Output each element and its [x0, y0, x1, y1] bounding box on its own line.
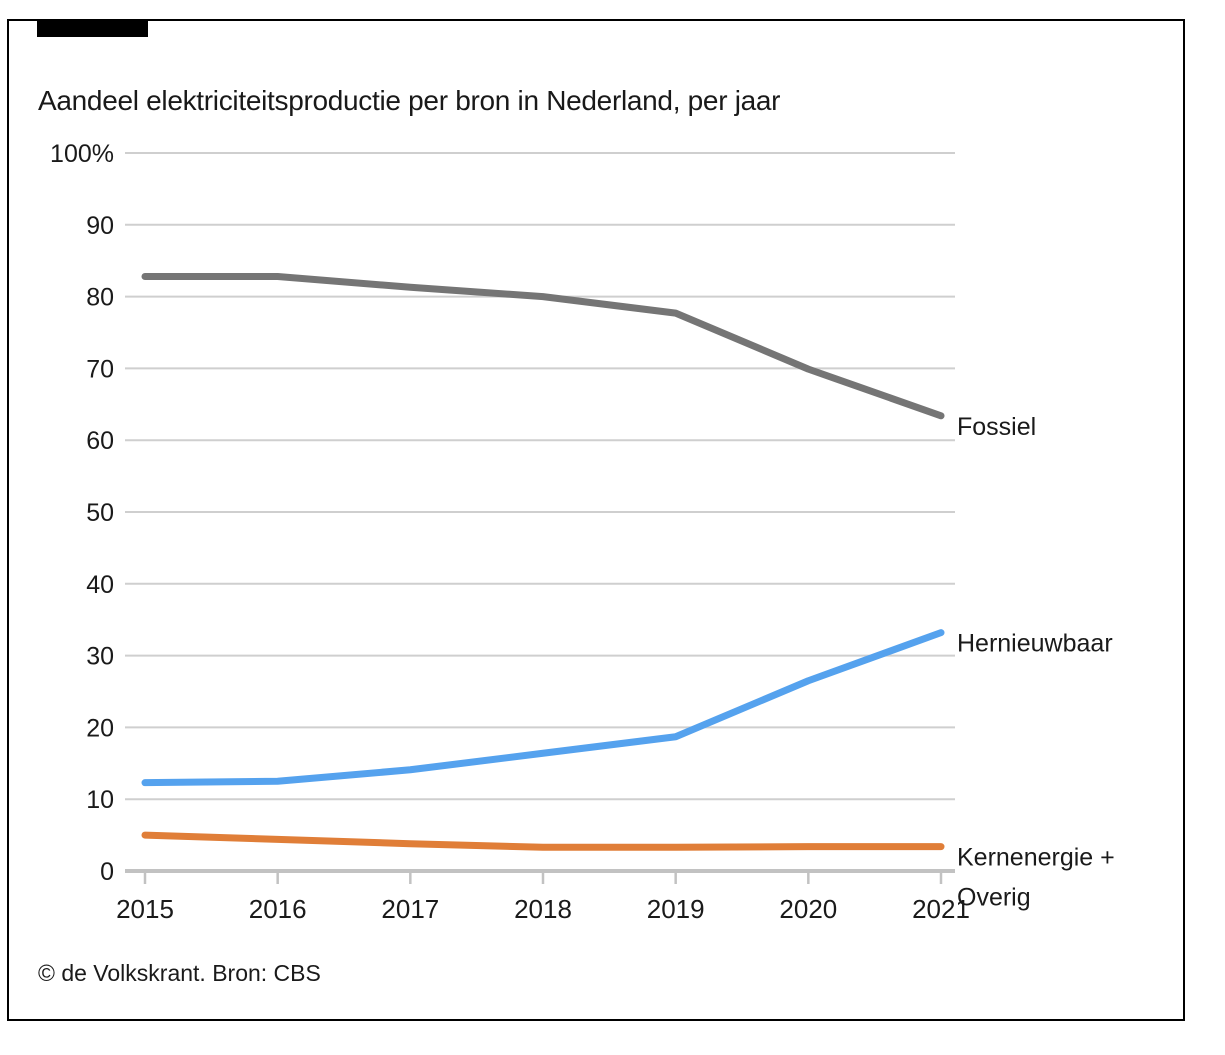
- series-line-fossiel: [141, 272, 945, 420]
- y-axis-label: 20: [86, 714, 114, 742]
- y-axis-label: 50: [86, 499, 114, 527]
- y-axis-label: 60: [86, 427, 114, 455]
- x-axis-label: 2021: [912, 894, 970, 924]
- series-line-kernenergie-overig: [141, 831, 945, 851]
- y-axis-label: 40: [86, 571, 114, 599]
- logo-bar: [37, 19, 148, 37]
- y-axis-label: 0: [100, 858, 114, 886]
- series-label-hernieuwbaar: Hernieuwbaar: [957, 630, 1113, 658]
- series-label-fossiel: Fossiel: [957, 413, 1036, 441]
- source-credit: © de Volkskrant. Bron: CBS: [38, 960, 321, 986]
- x-axis-label: 2015: [116, 894, 174, 924]
- x-axis-label: 2016: [249, 894, 307, 924]
- y-axis-label: 100%: [50, 140, 114, 168]
- series-label-kernenergie-overig: Overig: [957, 884, 1031, 912]
- x-axis-label: 2020: [779, 894, 837, 924]
- series-label-kernenergie-overig: Kernenergie +: [957, 844, 1115, 872]
- x-axis-label: 2018: [514, 894, 572, 924]
- y-axis-label: 90: [86, 212, 114, 240]
- x-axis-label: 2019: [647, 894, 705, 924]
- page-title: Aandeel elektriciteitsproductie per bron…: [38, 84, 781, 116]
- y-axis-label: 30: [86, 643, 114, 671]
- series-line-hernieuwbaar: [141, 629, 945, 787]
- y-axis-label: 70: [86, 355, 114, 383]
- x-axis-label: 2017: [381, 894, 439, 924]
- y-axis-label: 80: [86, 284, 114, 312]
- y-axis-label: 10: [86, 786, 114, 814]
- frame-border: [7, 19, 1185, 1021]
